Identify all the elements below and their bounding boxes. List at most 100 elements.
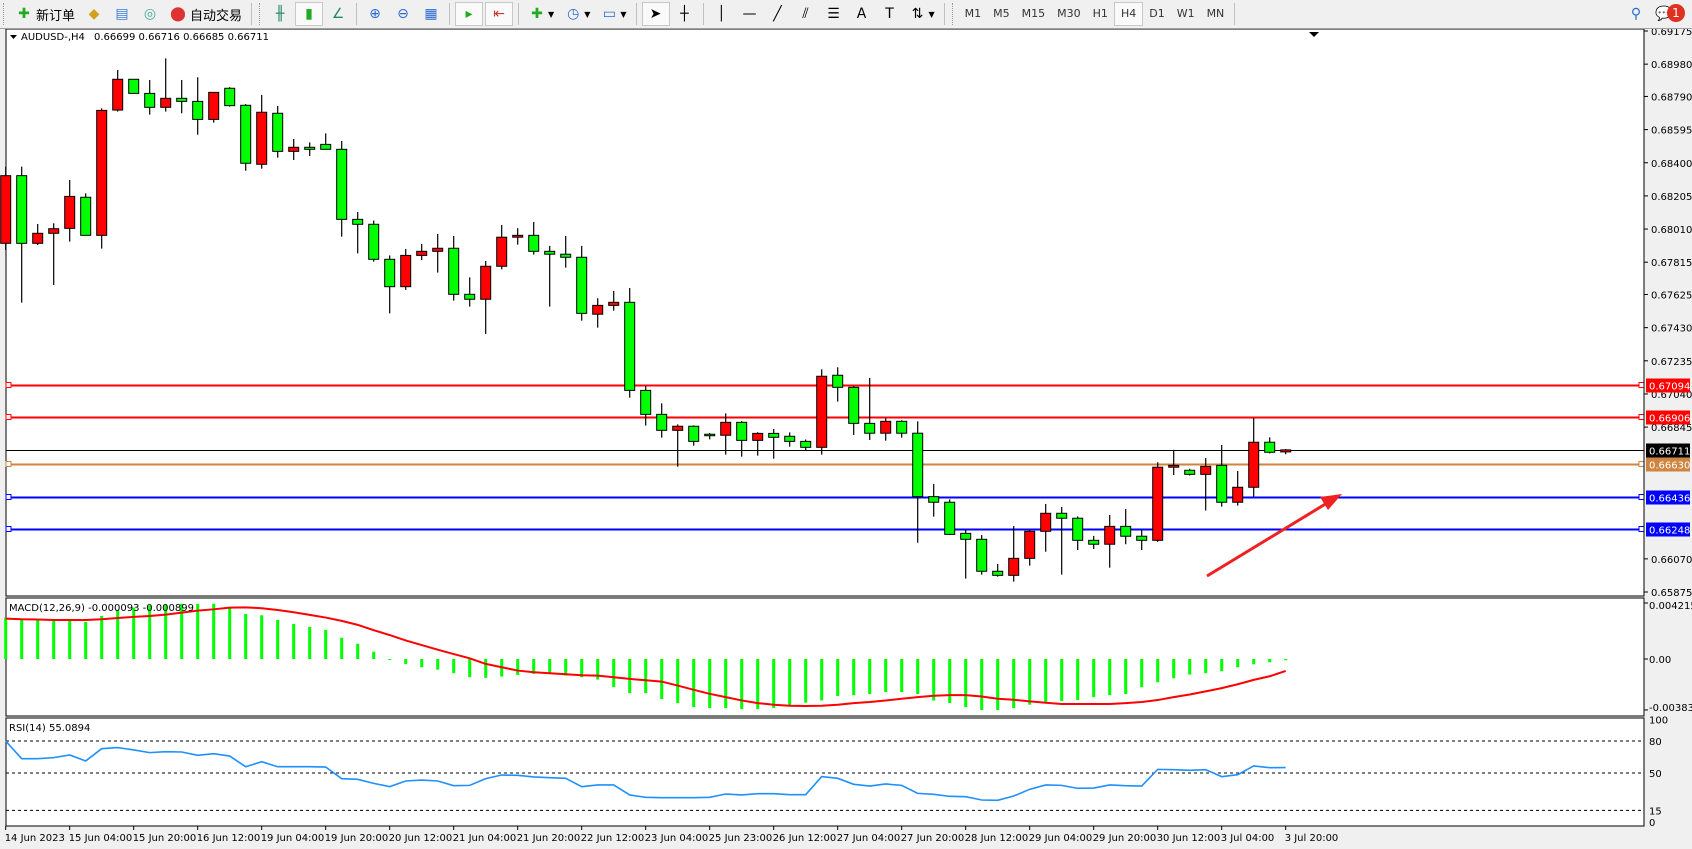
equidistant-channel-button[interactable]: ⫽ <box>793 2 819 26</box>
candle-body <box>336 148 348 220</box>
time-tick-label: 3 Jul 20:00 <box>1285 833 1339 844</box>
macd-bar <box>1220 659 1224 672</box>
toolbar-grip[interactable] <box>951 3 956 25</box>
macd-bar <box>260 615 264 659</box>
separator <box>251 3 253 25</box>
timeframe-w1[interactable]: W1 <box>1176 7 1195 20</box>
candle-body <box>1104 525 1116 545</box>
signals-button[interactable]: ◎ <box>137 2 163 26</box>
toolbar-grip[interactable] <box>259 3 263 25</box>
arrows-icon: ⇅ <box>911 6 924 22</box>
zoom-out-button[interactable]: ⊖ <box>390 2 416 26</box>
price-label: 0.66248 <box>1649 526 1690 537</box>
price-tick-label: 0.67235 <box>1651 357 1692 368</box>
time-tick-label: 19 Jun 20:00 <box>325 833 389 844</box>
candlestick-chart-button[interactable]: ▮ <box>295 2 324 26</box>
macd-tick-label: -0.003835 <box>1649 703 1692 714</box>
timeframe-m5[interactable]: M5 <box>993 7 1010 20</box>
periods-button[interactable]: ◷ ▼ <box>560 2 594 26</box>
timeframe-h1[interactable]: H1 <box>1092 7 1108 20</box>
timeframe-d1[interactable]: D1 <box>1149 7 1165 20</box>
text-label-button[interactable]: T <box>877 2 903 26</box>
timeframe-mn[interactable]: MN <box>1206 7 1225 20</box>
bar-chart-icon: ╫ <box>275 6 285 22</box>
candle-body <box>864 422 876 434</box>
chart-shift-button[interactable]: ⇤ <box>485 2 514 26</box>
clock-icon: ◷ <box>567 6 580 22</box>
chart-shift-marker-icon[interactable] <box>1309 32 1319 37</box>
candle-body <box>976 538 988 572</box>
auto-scroll-icon: ▸ <box>465 6 473 22</box>
text-button[interactable]: A <box>849 2 875 26</box>
candle-body <box>1168 464 1180 468</box>
vertical-line-icon: │ <box>717 6 726 22</box>
macd-tick-label: 0.00 <box>1649 655 1671 666</box>
macd-panel[interactable] <box>5 597 1645 717</box>
auto-trading-button[interactable]: ⬤ 自动交易 <box>165 2 246 26</box>
crosshair-button[interactable]: ┼ <box>672 2 698 26</box>
crosshair-icon: ┼ <box>680 6 689 22</box>
candle-body <box>176 97 188 102</box>
macd-bar <box>756 659 760 710</box>
auto-scroll-button[interactable]: ▸ <box>455 2 484 26</box>
macd-bar <box>132 607 136 659</box>
candle-body <box>576 256 588 314</box>
toolbar-grip[interactable] <box>3 3 7 25</box>
bar-chart-button[interactable]: ╫ <box>267 2 293 26</box>
market-watch-button[interactable]: ◆ <box>81 2 107 26</box>
line-anchor-handle <box>5 461 12 467</box>
symbol-menu-triangle-icon[interactable] <box>10 35 17 39</box>
price-line-labels: 0.67094 0.66906 0.66711 0.66630 0.66436 0.662… <box>1646 378 1690 537</box>
trend-arrow[interactable] <box>1206 494 1342 578</box>
arrows-button[interactable]: ⇅ ▼ <box>905 2 939 26</box>
candle-body <box>416 250 428 256</box>
cursor-button[interactable]: ➤ <box>641 2 670 26</box>
timeframe-h4[interactable]: H4 <box>1113 2 1144 26</box>
candle-body <box>208 91 220 120</box>
macd-bar <box>1252 659 1256 665</box>
tile-windows-button[interactable]: ▦ <box>418 2 444 26</box>
macd-bar <box>4 617 8 659</box>
candle-body <box>64 195 76 229</box>
timeframe-m1[interactable]: M1 <box>964 7 982 20</box>
indicators-button[interactable]: ✚ ▼ <box>524 2 558 26</box>
templates-button[interactable]: ▭ ▼ <box>596 2 630 26</box>
navigator-button[interactable]: ▤ <box>109 2 135 26</box>
timeframe-m15[interactable]: M15 <box>1021 7 1046 20</box>
time-tick-label: 3 Jul 04:00 <box>1221 833 1275 844</box>
text-label-icon: T <box>885 6 894 22</box>
fibonacci-button[interactable]: ☰ <box>821 2 847 26</box>
vertical-line-button[interactable]: │ <box>709 2 735 26</box>
price-tick-label: 0.66070 <box>1651 555 1692 566</box>
macd-bar <box>516 659 520 675</box>
candle-body <box>656 413 668 431</box>
candle-body <box>800 440 812 448</box>
trendline-button[interactable]: ╱ <box>765 2 791 26</box>
text-a-icon: A <box>856 6 867 22</box>
macd-bar <box>996 659 1000 711</box>
separator <box>702 3 704 25</box>
search-button[interactable]: ⚲ <box>1623 2 1649 26</box>
candle-body <box>1088 539 1100 545</box>
macd-bar <box>1124 659 1128 695</box>
new-order-button[interactable]: ✚ 新订单 <box>11 2 79 26</box>
macd-bar <box>1028 659 1032 705</box>
line-anchor-handle <box>1638 414 1645 420</box>
horizontal-line-button[interactable]: — <box>737 2 763 26</box>
macd-axis: 0.004215 0.00 -0.003835 <box>1643 598 1692 716</box>
candle-body <box>512 234 524 238</box>
candle-body <box>608 301 620 306</box>
messages-button[interactable]: 💬 1 <box>1651 2 1691 26</box>
line-anchor-handle <box>1638 494 1645 500</box>
macd-bar <box>292 623 296 659</box>
macd-bar <box>788 659 792 706</box>
price-label-box <box>1646 522 1690 537</box>
rsi-panel[interactable] <box>5 717 1645 827</box>
search-icon: ⚲ <box>1630 6 1642 22</box>
zoom-in-button[interactable]: ⊕ <box>362 2 388 26</box>
main-price-panel[interactable] <box>5 28 1645 597</box>
line-chart-button[interactable]: ∠ <box>325 2 351 26</box>
timeframe-m30[interactable]: M30 <box>1057 7 1081 20</box>
candle-body <box>0 175 12 244</box>
